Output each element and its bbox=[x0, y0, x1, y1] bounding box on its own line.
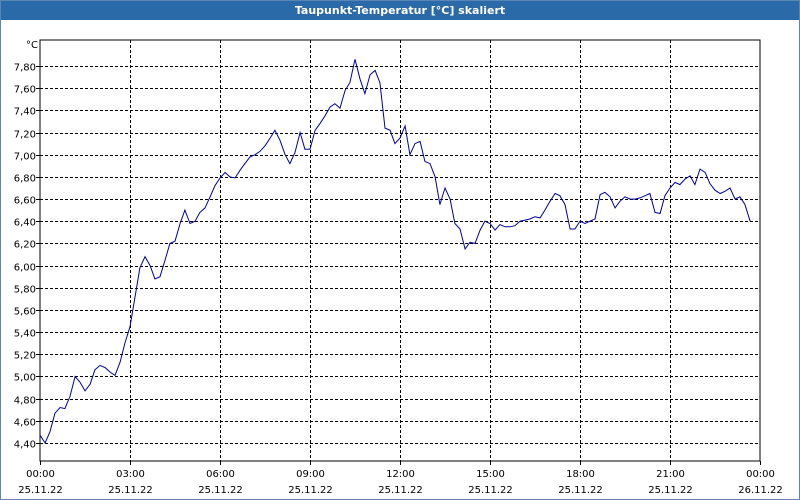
x-tick-time: 21:00 bbox=[656, 469, 685, 480]
x-tick-date: 25.11.22 bbox=[558, 485, 603, 496]
x-tick-date: 25.11.22 bbox=[18, 485, 63, 496]
y-tick-label: 5,40 bbox=[14, 329, 36, 340]
x-tick-time: 15:00 bbox=[476, 469, 505, 480]
y-tick-label: 5,20 bbox=[14, 351, 36, 362]
x-tick-time: 03:00 bbox=[116, 469, 145, 480]
x-tick-date: 25.11.22 bbox=[468, 485, 513, 496]
y-tick-label: 4,60 bbox=[14, 418, 36, 429]
x-tick-date: 25.11.22 bbox=[198, 485, 243, 496]
y-tick-label: 5,60 bbox=[14, 307, 36, 318]
y-tick-label: 6,00 bbox=[14, 263, 36, 274]
x-tick-time: 18:00 bbox=[566, 469, 595, 480]
y-tick-label: 6,40 bbox=[14, 218, 36, 229]
y-tick-label: 7,80 bbox=[14, 63, 36, 74]
y-tick-label: 7,20 bbox=[14, 130, 36, 141]
y-tick-label: 5,00 bbox=[14, 373, 36, 384]
x-tick-date: 25.11.22 bbox=[108, 485, 153, 496]
chart-grid bbox=[40, 40, 760, 461]
x-tick-time: 09:00 bbox=[296, 469, 325, 480]
y-tick-label: 6,80 bbox=[14, 174, 36, 185]
x-tick-time: 00:00 bbox=[26, 469, 55, 480]
y-tick-label: 5,80 bbox=[14, 285, 36, 296]
x-axis-ticks: 00:00 25.11.22 03:00 25.11.22 06:00 25.11.22 0… bbox=[18, 461, 783, 496]
y-tick-label: 4,40 bbox=[14, 440, 36, 451]
y-tick-label: 7,40 bbox=[14, 107, 36, 118]
x-tick-date: 25.11.22 bbox=[648, 485, 693, 496]
x-tick-time: 00:00 bbox=[746, 469, 775, 480]
series-line bbox=[39, 59, 751, 445]
y-axis-ticks: 4,40 4,60 4,80 5,00 5,20 5,40 5,60 5,80 6,00 6,20… bbox=[14, 63, 40, 451]
window-title: Taupunkt-Temperatur [°C] skaliert bbox=[1, 1, 799, 20]
y-tick-label: 6,20 bbox=[14, 240, 36, 251]
x-tick-date: 25.11.22 bbox=[288, 485, 333, 496]
x-tick-time: 12:00 bbox=[386, 469, 415, 480]
y-axis-label: °C bbox=[26, 40, 38, 51]
y-tick-label: 7,00 bbox=[14, 152, 36, 163]
x-tick-date: 26.11.22 bbox=[738, 485, 783, 496]
y-tick-label: 6,60 bbox=[14, 196, 36, 207]
y-tick-label: 4,80 bbox=[14, 396, 36, 407]
x-tick-date: 25.11.22 bbox=[378, 485, 423, 496]
x-tick-time: 06:00 bbox=[206, 469, 235, 480]
y-tick-label: 7,60 bbox=[14, 85, 36, 96]
